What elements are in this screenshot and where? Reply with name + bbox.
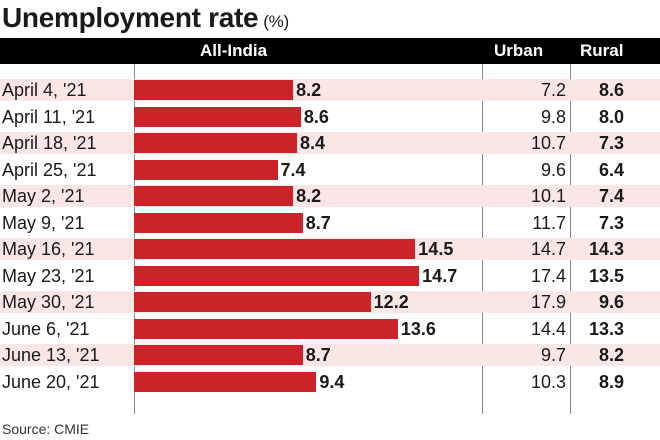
value-urban: 10.3 (530, 371, 566, 392)
data-label-all-india: 8.7 (305, 212, 331, 233)
value-rural: 8.9 (598, 371, 624, 392)
category-label: April 11, '21 (2, 106, 96, 127)
data-label-all-india: 12.2 (373, 292, 409, 312)
title-text: Unemployment rate (2, 2, 259, 33)
bar-all-india (134, 292, 371, 312)
data-label-all-india: 7.4 (280, 159, 306, 180)
data-label-all-india: 14.5 (418, 239, 454, 259)
table-row: June 6, '21 13.6 14.4 13.3 (0, 316, 660, 343)
value-rural: 8.0 (598, 106, 624, 127)
source-note: Source: CMIE (2, 421, 90, 437)
bar-all-india (134, 345, 303, 365)
value-urban: 11.7 (532, 212, 566, 233)
value-urban: 9.7 (540, 345, 566, 365)
header-rural: Rural (580, 41, 624, 60)
value-urban: 17.9 (530, 292, 566, 312)
category-label: May 9, '21 (2, 212, 85, 233)
category-label: April 18, '21 (2, 133, 97, 153)
data-label-all-india: 8.7 (305, 345, 331, 365)
category-label: April 4, '21 (2, 80, 87, 100)
value-rural: 14.3 (588, 239, 624, 259)
value-rural: 8.2 (598, 345, 624, 365)
value-urban: 10.7 (530, 133, 566, 153)
chart-title: Unemployment rate (%) (2, 2, 289, 34)
value-urban: 10.1 (530, 186, 566, 206)
value-rural: 13.5 (588, 265, 624, 286)
table-row: May 30, '21 12.2 17.9 9.6 (0, 289, 660, 316)
category-label: April 25, '21 (2, 159, 97, 180)
header-all-india: All-India (200, 41, 268, 60)
table-row: April 4, '21 8.2 7.2 8.6 (0, 77, 660, 104)
data-label-all-india: 8.4 (299, 133, 325, 153)
bar-all-india (134, 80, 294, 100)
data-label-all-india: 8.6 (303, 106, 329, 127)
value-urban: 9.8 (540, 106, 566, 127)
data-label-all-india: 13.6 (400, 318, 436, 339)
value-rural: 7.3 (598, 212, 624, 233)
value-urban: 17.4 (530, 265, 566, 286)
table-row: May 9, '21 8.7 11.7 7.3 (0, 210, 660, 237)
category-label: June 6, '21 (2, 318, 90, 339)
table-row: June 20, '21 9.4 10.3 8.9 (0, 369, 660, 396)
value-urban: 9.6 (540, 159, 566, 180)
bar-all-india (134, 318, 398, 339)
category-label: May 30, '21 (2, 292, 95, 312)
bar-all-india (134, 265, 420, 286)
bar-all-india (134, 371, 317, 392)
table-row: April 18, '21 8.4 10.7 7.3 (0, 130, 660, 157)
value-rural: 6.4 (598, 159, 624, 180)
table-row: April 25, '21 7.4 9.6 6.4 (0, 157, 660, 184)
bar-all-india (134, 239, 416, 259)
bar-all-india (134, 106, 301, 127)
table-row: May 16, '21 14.5 14.7 14.3 (0, 236, 660, 263)
table-row: June 13, '21 8.7 9.7 8.2 (0, 342, 660, 369)
value-rural: 7.3 (598, 133, 624, 153)
unit-label: (%) (263, 12, 289, 31)
value-rural: 8.6 (598, 80, 624, 100)
value-urban: 7.2 (540, 80, 566, 100)
category-label: May 16, '21 (2, 239, 95, 259)
data-label-all-india: 8.2 (296, 80, 322, 100)
category-label: May 2, '21 (2, 186, 85, 206)
data-label-all-india: 14.7 (422, 265, 458, 286)
bar-all-india (134, 212, 303, 233)
value-rural: 9.6 (598, 292, 624, 312)
bar-all-india (134, 159, 278, 180)
value-urban: 14.4 (530, 318, 566, 339)
category-label: May 23, '21 (2, 265, 95, 286)
table-row: May 23, '21 14.7 17.4 13.5 (0, 263, 660, 290)
category-label: June 20, '21 (2, 371, 100, 392)
header-urban: Urban (494, 41, 544, 60)
data-label-all-india: 9.4 (319, 371, 345, 392)
table-row: April 11, '21 8.6 9.8 8.0 (0, 104, 660, 131)
value-rural: 13.3 (588, 318, 624, 339)
bar-all-india (134, 186, 294, 206)
table-row: May 2, '21 8.2 10.1 7.4 (0, 183, 660, 210)
category-label: June 13, '21 (2, 345, 100, 365)
bar-all-india (134, 133, 297, 153)
value-rural: 7.4 (598, 186, 624, 206)
column-header-bar: All-India Urban Rural (0, 38, 660, 64)
value-urban: 14.7 (530, 239, 566, 259)
data-label-all-india: 8.2 (296, 186, 322, 206)
